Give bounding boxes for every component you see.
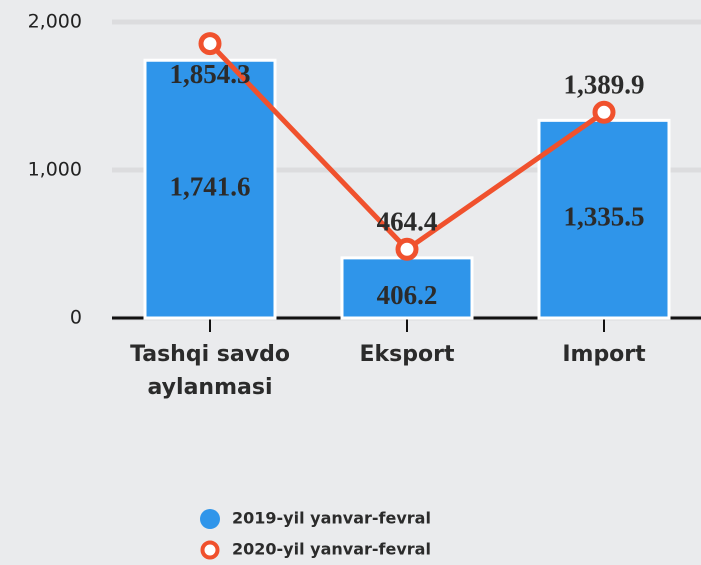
data-label: 1,335.5 — [564, 201, 645, 231]
legend-swatch — [200, 509, 220, 529]
data-label: 406.2 — [377, 280, 438, 310]
legend-label: 2020-yil yanvar-fevral — [232, 540, 431, 559]
x-tick-label: Eksport — [359, 342, 455, 367]
bar — [143, 58, 277, 320]
legend-swatch — [200, 540, 220, 560]
data-label: 1,854.3 — [170, 59, 251, 89]
y-tick-label: 1,000 — [28, 159, 82, 181]
x-tick-label: Import — [562, 342, 646, 367]
x-tick-label: Tashqi savdo aylanmasi — [130, 342, 290, 400]
y-tick-label: 0 — [70, 307, 82, 329]
line-marker — [592, 100, 616, 124]
bar — [340, 256, 474, 320]
data-label: 1,389.9 — [564, 69, 645, 99]
line-marker — [395, 237, 419, 261]
data-label: 1,741.6 — [170, 171, 251, 201]
legend-label: 2019-yil yanvar-fevral — [232, 509, 431, 528]
y-tick-label: 2,000 — [28, 11, 82, 33]
line-marker — [198, 32, 222, 56]
data-label: 464.4 — [377, 206, 438, 236]
bar — [537, 118, 671, 320]
